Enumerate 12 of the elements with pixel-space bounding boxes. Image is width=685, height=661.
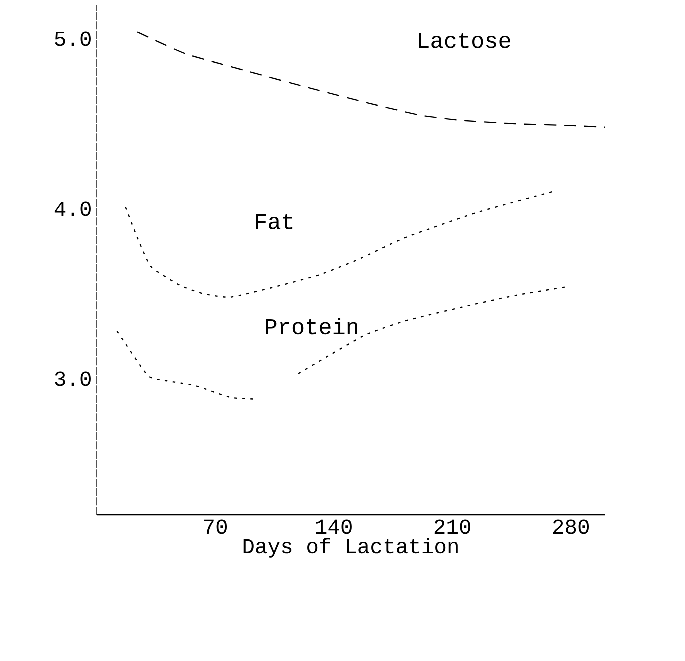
x-tick-label: 70 bbox=[204, 520, 228, 534]
y-tick-label: 4.0 bbox=[54, 202, 91, 216]
x-tick-label: 210 bbox=[434, 520, 470, 534]
y-tick-label: 5.0 bbox=[55, 32, 91, 46]
line-series bbox=[125, 191, 554, 298]
text: Fat bbox=[256, 214, 293, 230]
y-tick-label: 3.0 bbox=[55, 372, 91, 386]
series-label: Protein bbox=[266, 318, 358, 335]
x-axis-title: Days of Lactation bbox=[244, 538, 458, 558]
x-tick-label: 280 bbox=[553, 520, 590, 534]
x-tick-label: 140 bbox=[316, 520, 352, 534]
text: Lactose bbox=[419, 33, 510, 48]
